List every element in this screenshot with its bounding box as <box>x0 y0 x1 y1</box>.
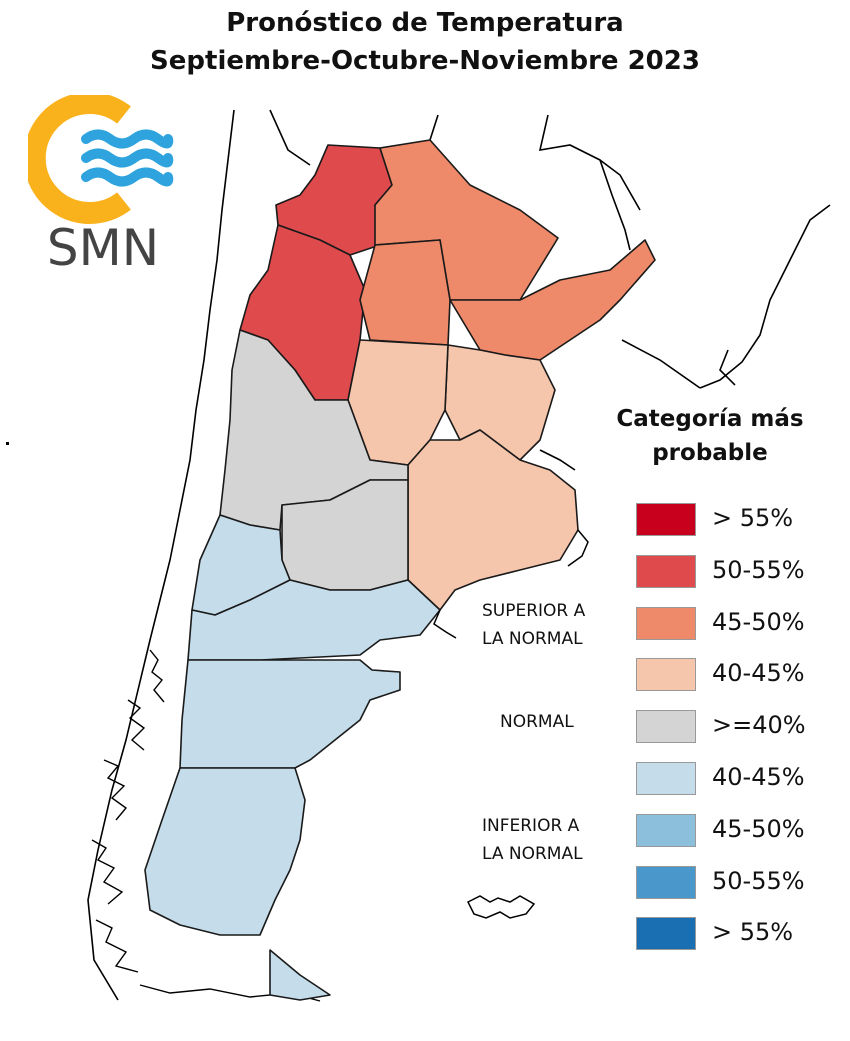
region-santa-cruz <box>144 767 306 936</box>
legend-swatch-label: 40-45% <box>712 659 805 688</box>
legend-swatch <box>636 917 696 951</box>
group-normal-label: NORMAL <box>500 708 574 736</box>
neighbor-borders <box>87 109 831 1001</box>
map-title: Pronóstico de Temperatura <box>226 8 624 38</box>
smn-logo: SMN <box>28 95 174 275</box>
group-below-line2: LA NORMAL <box>482 844 583 864</box>
legend-swatch <box>636 658 696 692</box>
legend-swatch-label: 50-55% <box>712 866 805 895</box>
legend-swatch-label: 45-50% <box>712 814 805 843</box>
legend-title-line1: Categoría más <box>616 406 804 432</box>
legend-swatch-label: 50-55% <box>712 555 805 584</box>
region-santiago <box>359 239 451 346</box>
legend-swatch <box>636 762 696 795</box>
chile-islands <box>91 649 321 1002</box>
group-above-line1: SUPERIOR A <box>482 601 586 621</box>
legend-swatch-label: > 55% <box>712 918 794 947</box>
legend-swatch <box>636 554 696 588</box>
legend-title-line2: probable <box>652 440 768 466</box>
legend-swatch <box>636 710 696 744</box>
group-normal-line1: NORMAL <box>500 712 574 732</box>
legend-swatch-label: > 55% <box>712 504 794 532</box>
legend-swatch <box>636 606 696 640</box>
legend-swatch <box>636 865 696 899</box>
legend-swatch <box>636 503 696 536</box>
islands-south-atlantic <box>466 895 536 919</box>
smn-logo-text: SMN <box>47 219 159 275</box>
edge-marker <box>6 442 9 445</box>
group-below-line1: INFERIOR A <box>482 816 580 836</box>
group-above-line2: LA NORMAL <box>482 629 583 649</box>
legend-swatch-label: 45-50% <box>712 607 805 636</box>
group-above-label: SUPERIOR A LA NORMAL <box>482 597 585 653</box>
map-subtitle: Septiembre-Octubre-Noviembre 2023 <box>150 46 700 76</box>
region-chubut <box>179 659 401 769</box>
region-litoral <box>444 344 556 461</box>
legend-swatch-label: >=40% <box>712 711 806 740</box>
group-below-label: INFERIOR A LA NORMAL <box>482 812 583 868</box>
region-tierra-del-fuego <box>269 949 331 1001</box>
legend-swatch <box>636 813 696 847</box>
region-rio-negro <box>187 579 441 661</box>
legend-swatch-label: 40-45% <box>712 763 805 791</box>
